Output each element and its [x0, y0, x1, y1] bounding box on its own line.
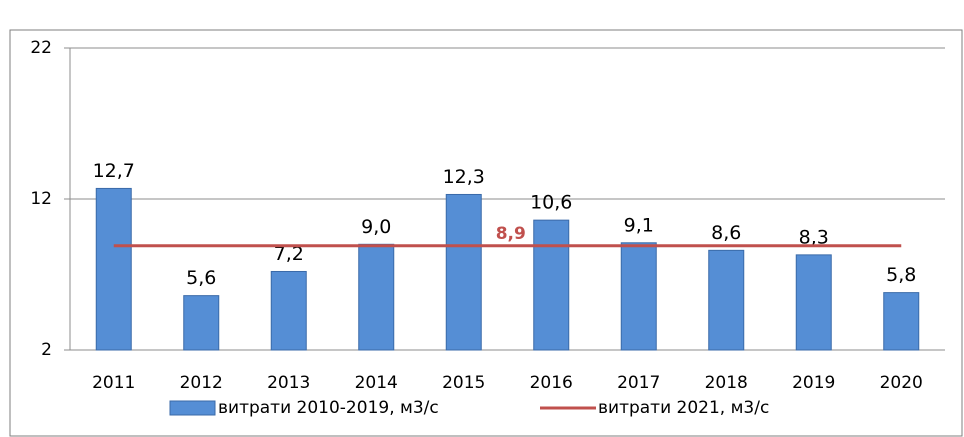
y-tick-label: 12 [30, 189, 52, 209]
bar [883, 292, 920, 351]
y-tick-label: 2 [41, 340, 52, 360]
x-tick-label: 2012 [180, 373, 223, 393]
x-tick-label: 2013 [267, 373, 310, 393]
data-label: 7,2 [274, 243, 304, 265]
data-label: 12,3 [443, 166, 485, 188]
bar [270, 270, 307, 351]
x-tick-label: 2019 [792, 373, 835, 393]
data-label: 9,0 [361, 216, 391, 238]
legend-label: витрати 2010-2019, м3/с [218, 398, 439, 418]
data-label: 8,3 [799, 226, 829, 248]
bar [795, 254, 832, 351]
data-label: 5,6 [186, 267, 216, 289]
x-tick-label: 2020 [880, 373, 923, 393]
data-label: 8,9 [496, 224, 526, 244]
data-label: 12,7 [93, 160, 135, 182]
x-tick-label: 2017 [617, 373, 660, 393]
bar [708, 249, 745, 351]
bar [95, 187, 132, 351]
data-label: 8,6 [711, 222, 741, 244]
legend-label: витрати 2021, м3/с [598, 398, 769, 418]
chart-frame [9, 29, 963, 437]
y-tick-label: 22 [30, 38, 52, 58]
x-tick-label: 2011 [92, 373, 135, 393]
x-tick-label: 2018 [705, 373, 748, 393]
bar [620, 242, 657, 351]
bar [533, 219, 570, 351]
x-tick-label: 2015 [442, 373, 485, 393]
x-tick-label: 2014 [355, 373, 398, 393]
x-tick-label: 2016 [530, 373, 573, 393]
data-label: 10,6 [530, 192, 572, 214]
legend-swatch [169, 400, 216, 416]
bar [358, 243, 395, 351]
data-label: 5,8 [886, 264, 916, 286]
data-label: 9,1 [624, 214, 654, 236]
bar [445, 193, 482, 351]
bar [183, 295, 220, 351]
